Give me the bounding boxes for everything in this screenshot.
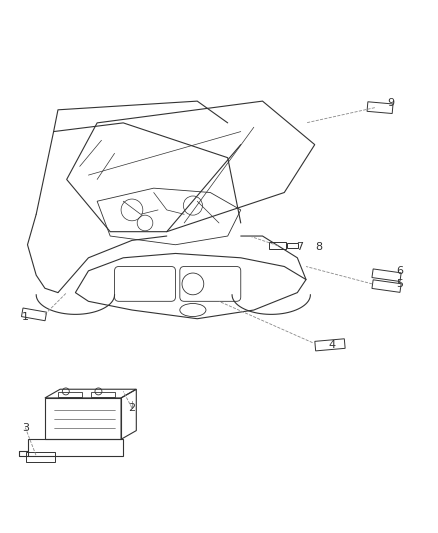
Text: 5: 5 (396, 279, 403, 289)
Text: 7: 7 (296, 242, 303, 252)
Text: 4: 4 (328, 340, 336, 350)
Text: 9: 9 (387, 98, 395, 108)
Text: 1: 1 (22, 312, 29, 321)
Text: 3: 3 (22, 423, 29, 433)
Text: 8: 8 (315, 242, 323, 252)
Text: 2: 2 (128, 403, 135, 413)
Text: 6: 6 (396, 266, 403, 276)
